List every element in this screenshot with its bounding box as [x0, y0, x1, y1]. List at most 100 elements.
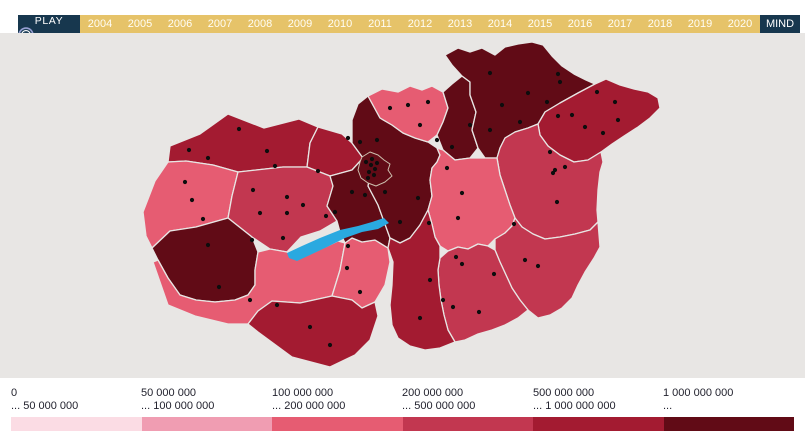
city-dot [345, 135, 351, 141]
city-dot [349, 189, 355, 195]
legend-range-to: ... 500 000 000 [402, 400, 476, 412]
legend-color-segment [11, 417, 142, 431]
city-dot [280, 235, 286, 241]
city-dot [368, 162, 374, 168]
city-dot [357, 139, 363, 145]
legend-range-from: 100 000 000 [272, 387, 334, 399]
city-dot [417, 315, 423, 321]
city-dot [544, 99, 550, 105]
city-dot [476, 309, 482, 315]
legend-color-bar [11, 417, 794, 431]
city-dot [440, 297, 446, 303]
timeline-toolbar: PLAY 2004 2005 2006 2007 2008 2009 2010 2011 201… [18, 15, 800, 43]
city-dot [216, 284, 222, 290]
legend-color-segment [272, 417, 403, 431]
year-button-2020[interactable]: 2020 [720, 15, 760, 33]
year-button-2016[interactable]: 2016 [560, 15, 600, 33]
year-button-2006[interactable]: 2006 [160, 15, 200, 33]
city-dot [555, 113, 561, 119]
legend-range-from: 50 000 000 [141, 387, 197, 399]
city-dot [382, 189, 388, 195]
city-dot [491, 271, 497, 277]
city-dot [522, 257, 528, 263]
city-dot [612, 99, 618, 105]
year-button-2017[interactable]: 2017 [600, 15, 640, 33]
city-dot [344, 265, 350, 271]
city-dot [459, 261, 465, 267]
city-dot [487, 127, 493, 133]
year-button-2008[interactable]: 2008 [240, 15, 280, 33]
legend-range-to: ... [663, 400, 673, 412]
county-baranya[interactable] [247, 295, 379, 368]
year-button-2007[interactable]: 2007 [200, 15, 240, 33]
city-dot [600, 130, 606, 136]
city-dot [205, 242, 211, 248]
play-button[interactable]: PLAY [18, 15, 80, 43]
city-dot [365, 175, 371, 181]
city-dot [315, 168, 321, 174]
city-dot [264, 148, 270, 154]
city-dot [426, 220, 432, 226]
year-button-2011[interactable]: 2011 [360, 15, 400, 33]
city-dot [594, 89, 600, 95]
city-dot [307, 324, 313, 330]
city-dot [449, 144, 455, 150]
city-dot [487, 70, 493, 76]
county-szabolcs-szatmar-bereg[interactable] [537, 78, 661, 163]
city-dot [247, 297, 253, 303]
city-dot [425, 99, 431, 105]
city-dot [434, 137, 440, 143]
city-dot [300, 202, 306, 208]
year-button-2012[interactable]: 2012 [400, 15, 440, 33]
legend-color-segment [402, 417, 533, 431]
year-button-2015[interactable]: 2015 [520, 15, 560, 33]
city-dot [550, 170, 556, 176]
year-button-2004[interactable]: 2004 [80, 15, 120, 33]
legend-range-to: ... 50 000 000 [11, 400, 79, 412]
lake-balaton [287, 218, 389, 261]
city-dot [189, 197, 195, 203]
year-button-2010[interactable]: 2010 [320, 15, 360, 33]
legend-range-from: 0 [11, 387, 18, 399]
legend-range-label: 50 000 000... 100 000 000 [141, 387, 269, 413]
city-dot [615, 117, 621, 123]
city-dot [257, 210, 263, 216]
year-button-2009[interactable]: 2009 [280, 15, 320, 33]
hungary-choropleth-map [142, 41, 661, 368]
city-dot [236, 126, 242, 132]
city-dot [387, 105, 393, 111]
legend-color-segment [533, 417, 664, 431]
city-dot [444, 165, 450, 171]
legend-range-label: 100 000 000... 200 000 000 [272, 387, 400, 413]
city-dot [455, 215, 461, 221]
city-dot [554, 199, 560, 205]
legend: 0... 50 000 000 50 000 000... 100 000 000… [0, 378, 805, 439]
city-dot [427, 277, 433, 283]
year-button-2018[interactable]: 2018 [640, 15, 680, 33]
county-bacs-kiskun[interactable] [387, 209, 456, 351]
city-dot [332, 209, 338, 215]
legend-range-to: ... 100 000 000 [141, 400, 215, 412]
legend-range-from: 1 000 000 000 [663, 387, 734, 399]
city-dot [511, 221, 517, 227]
city-dot [517, 119, 523, 125]
city-dot [205, 155, 211, 161]
year-button-2005[interactable]: 2005 [120, 15, 160, 33]
city-dot [357, 289, 363, 295]
legend-range-from: 500 000 000 [533, 387, 595, 399]
city-dot [450, 304, 456, 310]
city-dot [284, 210, 290, 216]
city-dot [562, 164, 568, 170]
legend-range-label: 200 000 000... 500 000 000 [402, 387, 530, 413]
city-dot [405, 102, 411, 108]
all-years-button[interactable]: MIND [760, 15, 800, 33]
city-dot [582, 124, 588, 130]
city-dot [453, 254, 459, 260]
city-dot [415, 195, 421, 201]
city-dot [372, 166, 378, 172]
year-button-2013[interactable]: 2013 [440, 15, 480, 33]
legend-color-segment [663, 417, 794, 431]
city-dot [459, 190, 465, 196]
year-button-2019[interactable]: 2019 [680, 15, 720, 33]
year-button-2014[interactable]: 2014 [480, 15, 520, 33]
